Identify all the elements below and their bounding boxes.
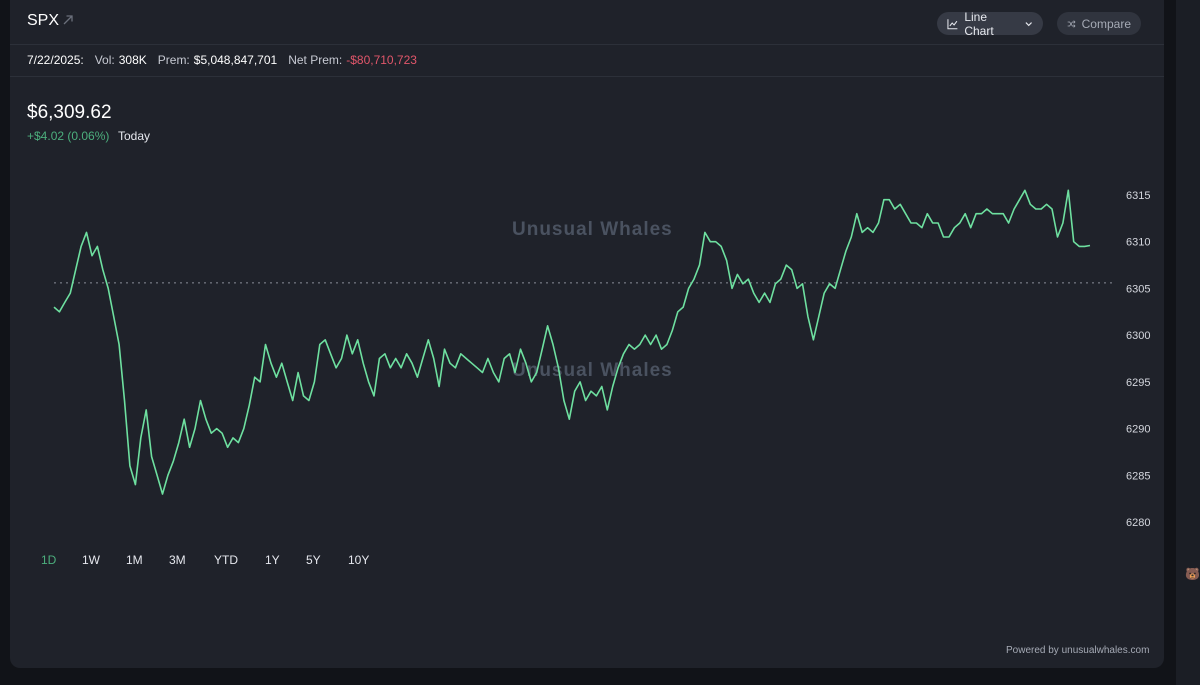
y-tick-label: 6310 [1126,237,1150,249]
chart-panel: SPX Line Chart Compare 7/22/2025: Vol: 3… [10,0,1164,668]
y-tick-label: 6295 [1126,377,1150,389]
volume-label: Vol: [94,53,115,67]
net-premium-value: -$80,710,723 [346,53,417,67]
chevron-down-icon [1025,21,1032,26]
period-label: Today [118,129,151,143]
premium-value: $5,048,847,701 [193,53,278,67]
timeframe-ytd[interactable]: YTD [214,553,238,567]
shuffle-icon [1067,19,1076,28]
price-line-chart[interactable]: Unusual Whales Unusual Whales 6315631063… [10,0,1164,668]
ticker-symbol: SPX [27,12,60,29]
timeframe-1y[interactable]: 1Y [265,553,280,567]
y-tick-label: 6290 [1126,424,1150,436]
y-tick-label: 6285 [1126,470,1150,482]
timeframe-1d[interactable]: 1D [41,553,57,567]
compare-label: Compare [1081,16,1131,31]
side-panel-edge [1176,0,1200,685]
y-tick-label: 6280 [1126,517,1150,529]
compare-button[interactable]: Compare [1057,12,1141,35]
timeframe-10y[interactable]: 10Y [348,553,370,567]
y-axis: 6315 6310 6305 6300 6295 6290 6285 6280 [1126,190,1150,529]
line-chart-label: Line Chart [964,9,994,38]
watermark-text: Unusual Whales [512,219,673,240]
price-change: +$4.02 (0.06%) [27,129,110,143]
timeframe-1w[interactable]: 1W [82,553,100,567]
timeframe-1m[interactable]: 1M [126,553,143,567]
y-tick-label: 6300 [1126,330,1150,342]
stats-date: 7/22/2025: [27,53,84,67]
net-premium-label: Net Prem: [288,53,343,67]
powered-by-footer: Powered by unusualwhales.com [1006,645,1150,656]
timeframe-3m[interactable]: 3M [169,553,186,567]
bear-icon: 🐻 [1185,567,1200,581]
volume-value: 308K [118,53,147,67]
premium-label: Prem: [157,53,190,67]
timeframe-selector: 1D 1W 1M 3M YTD 1Y 5Y 10Y [10,553,410,571]
timeframe-5y[interactable]: 5Y [306,553,321,567]
stats-bar: 7/22/2025: Vol: 308K Prem: $5,048,847,70… [10,44,1164,77]
watermark-text: Unusual Whales [512,360,673,381]
chart-header: SPX Line Chart Compare [10,0,1164,45]
price-series-line [53,189,1091,495]
current-price: $6,309.62 [27,102,112,123]
y-tick-label: 6305 [1126,283,1150,295]
line-chart-icon [947,18,958,29]
line-chart-dropdown[interactable]: Line Chart [937,9,1043,38]
external-link-icon[interactable] [61,13,75,27]
y-tick-label: 6315 [1126,190,1150,202]
